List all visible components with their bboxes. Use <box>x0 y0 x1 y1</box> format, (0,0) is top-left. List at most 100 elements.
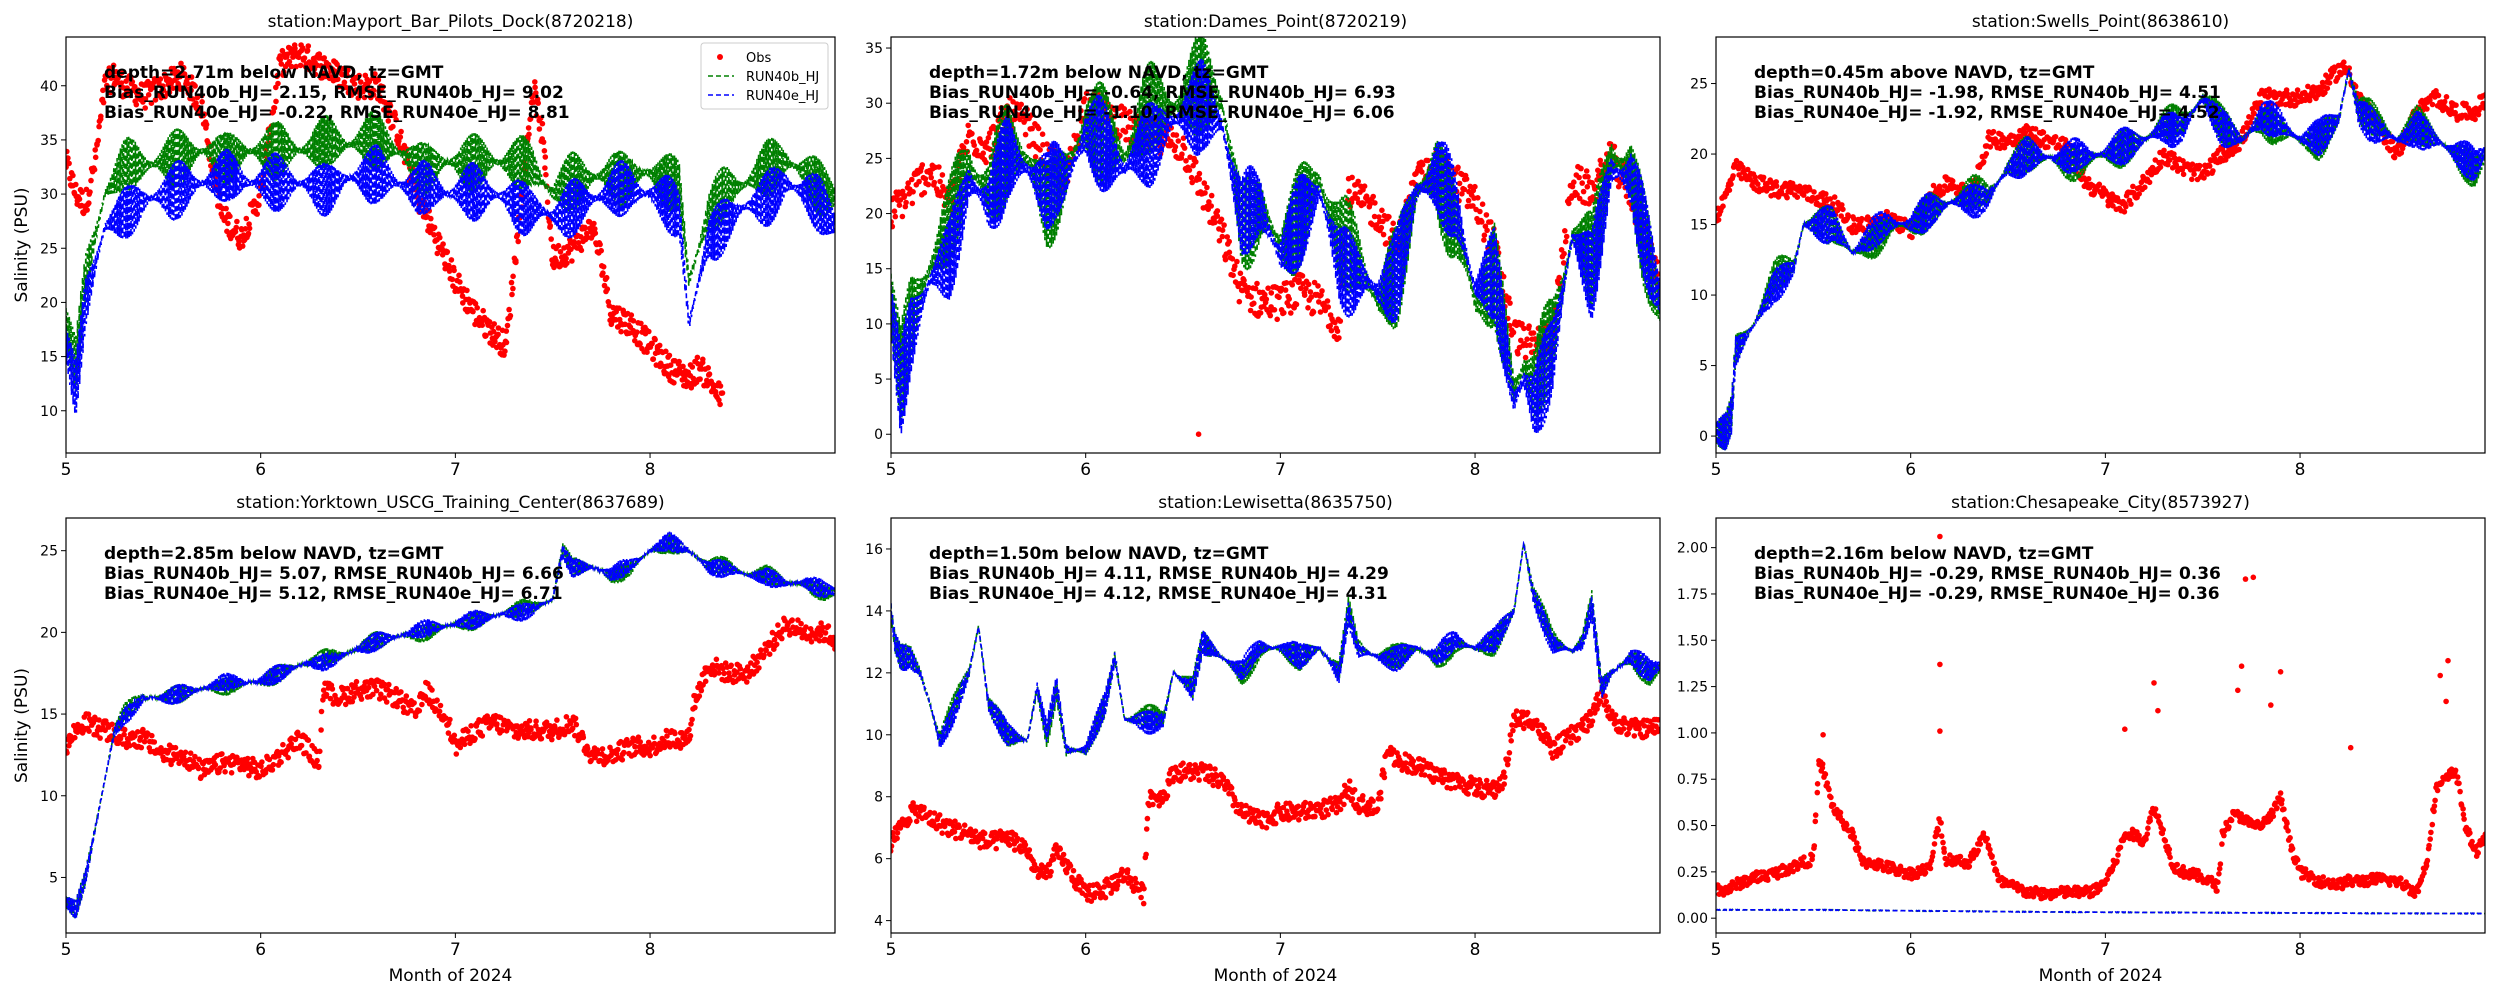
obs-point <box>1828 794 1834 801</box>
obs-point <box>973 147 980 154</box>
obs-point <box>1506 750 1513 756</box>
obs-point <box>1376 214 1382 220</box>
obs-point <box>1456 180 1463 187</box>
obs-point <box>1477 208 1483 215</box>
obs-point <box>1050 856 1057 862</box>
obs-point <box>323 691 330 698</box>
x-tick-label: 7 <box>1275 940 1286 960</box>
obs-point <box>385 118 392 124</box>
obs-point <box>515 238 521 245</box>
obs-point <box>343 84 349 91</box>
obs-point <box>2443 94 2450 100</box>
y-tick-label: 12 <box>865 666 883 682</box>
obs-point <box>541 148 548 154</box>
obs-point <box>717 401 723 408</box>
obs-point <box>696 693 703 699</box>
obs-point <box>1380 218 1386 225</box>
obs-point <box>107 89 114 96</box>
obs-point <box>532 79 538 85</box>
obs-point <box>1303 285 1309 292</box>
obs-point <box>345 67 351 73</box>
obs-point <box>1327 795 1334 801</box>
y-tick-label: 25 <box>40 544 58 560</box>
obs-point <box>619 757 626 763</box>
obs-point <box>1421 772 1428 778</box>
obs-point <box>419 701 425 708</box>
obs-point <box>1370 798 1376 804</box>
obs-point <box>383 699 390 705</box>
obs-point <box>1814 781 1821 787</box>
chart-title: station:Lewisetta(8635750) <box>1158 493 1393 513</box>
obs-point <box>335 76 341 82</box>
obs-point <box>927 170 934 176</box>
obs-point <box>234 218 240 225</box>
obs-point <box>939 172 946 178</box>
obs-point <box>232 228 239 235</box>
obs-point <box>1263 296 1270 303</box>
obs-point <box>1760 174 1767 181</box>
obs-point <box>1299 273 1306 279</box>
obs-point <box>716 670 722 676</box>
obs-point <box>293 63 299 70</box>
obs-point <box>1302 799 1309 806</box>
obs-point <box>172 744 179 751</box>
obs-point <box>1467 183 1473 190</box>
obs-point <box>142 105 148 111</box>
obs-point <box>486 319 493 325</box>
obs-point <box>916 178 922 185</box>
obs-point <box>387 102 394 109</box>
obs-point <box>1212 219 1218 226</box>
obs-point <box>1534 717 1540 724</box>
obs-point <box>1173 132 1180 138</box>
stats-annotation-line: Bias_RUN40b_HJ= -0.64, RMSE_RUN40b_HJ= 6… <box>929 83 1396 103</box>
obs-point <box>182 749 189 756</box>
obs-point <box>244 755 251 762</box>
obs-point <box>651 734 657 740</box>
obs-point <box>533 718 539 724</box>
obs-point <box>84 207 90 213</box>
obs-point <box>361 94 368 101</box>
obs-point <box>437 234 443 241</box>
obs-point <box>278 759 284 765</box>
obs-point <box>1811 189 1817 195</box>
obs-point <box>680 363 686 370</box>
obs-point <box>921 804 927 811</box>
obs-point <box>1809 853 1816 859</box>
obs-point <box>96 123 102 130</box>
obs-point <box>1794 194 1801 200</box>
obs-point <box>1909 234 1915 241</box>
obs-point <box>184 80 191 87</box>
obs-point <box>1180 135 1187 141</box>
obs-point <box>779 635 785 642</box>
obs-point <box>1922 869 1929 876</box>
obs-point <box>1720 203 1726 209</box>
obs-point <box>1259 295 1265 302</box>
obs-point <box>277 56 284 63</box>
obs-point <box>1563 233 1570 240</box>
obs-point <box>985 135 992 141</box>
series-obs <box>891 678 1660 907</box>
obs-point <box>1575 735 1582 742</box>
obs-point <box>490 328 497 335</box>
obs-point <box>575 240 582 246</box>
obs-point <box>2453 102 2459 108</box>
obs-point <box>1938 833 1945 839</box>
obs-point <box>1390 220 1396 227</box>
obs-point <box>1522 354 1529 361</box>
obs-point <box>1730 173 1736 179</box>
obs-point <box>160 87 167 93</box>
obs-point <box>434 697 440 703</box>
obs-point <box>92 147 98 153</box>
obs-point <box>986 130 993 136</box>
obs-point <box>956 824 963 830</box>
obs-point <box>1374 806 1381 812</box>
obs-point <box>909 176 915 183</box>
obs-point <box>1188 174 1195 181</box>
obs-point <box>149 732 155 739</box>
y-tick-label: 25 <box>865 151 883 167</box>
obs-point <box>104 85 110 91</box>
obs-point <box>1214 213 1221 219</box>
obs-point <box>1196 777 1202 783</box>
obs-point <box>304 47 311 54</box>
obs-point <box>1484 227 1490 234</box>
